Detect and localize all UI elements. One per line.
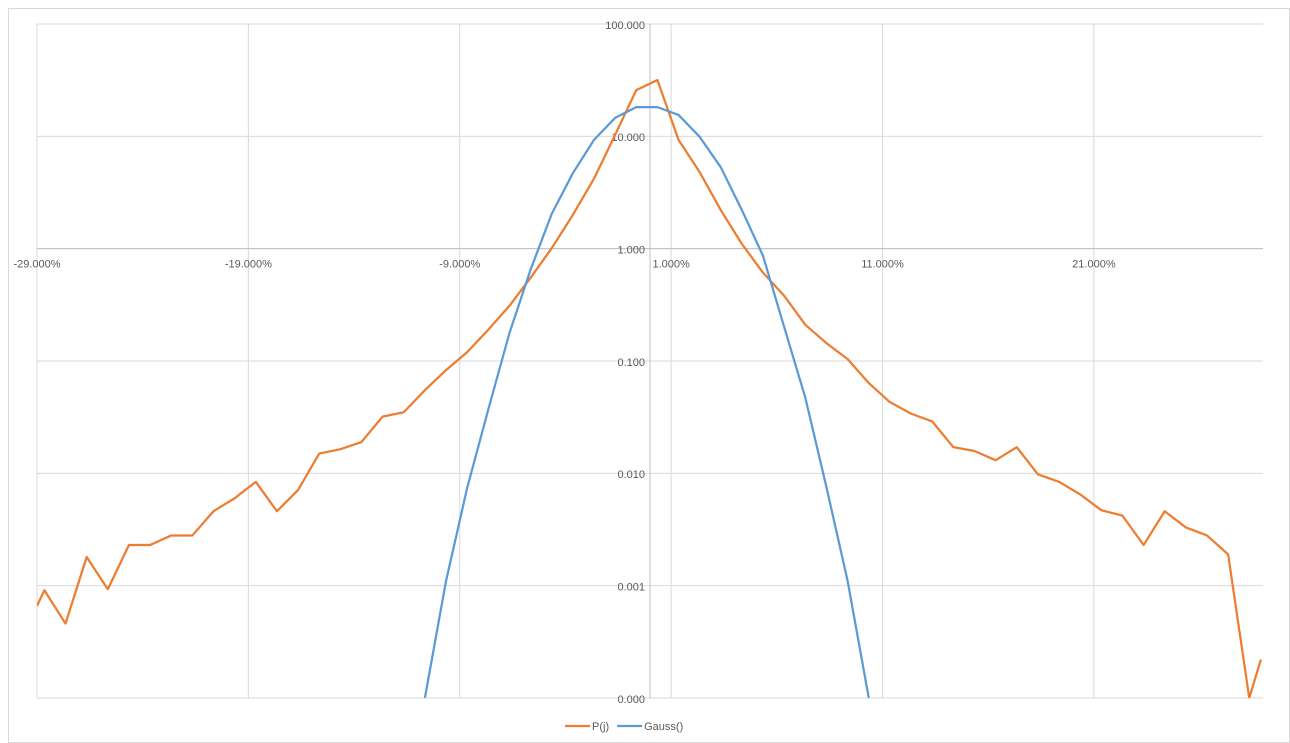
series-line — [423, 105, 870, 698]
x-tick-label: -19.000% — [225, 259, 272, 271]
x-tick-label: 21.000% — [1072, 259, 1116, 271]
y-tick-label: 0.001 — [617, 582, 645, 594]
y-tick-label: 100.000 — [605, 20, 645, 32]
legend-label: P(j) — [592, 721, 609, 733]
x-tick-label: 1.000% — [652, 259, 690, 271]
x-tick-label: -29.000% — [13, 259, 60, 271]
y-tick-label: 0.000 — [617, 694, 645, 706]
y-tick-label: 0.010 — [617, 469, 645, 481]
legend-label: Gauss() — [644, 721, 683, 733]
chart-border — [8, 8, 1290, 743]
y-tick-label: 10.000 — [611, 132, 645, 144]
series-line — [37, 78, 1262, 698]
y-tick-label: 0.100 — [617, 357, 645, 369]
y-tick-label: 1.000 — [617, 245, 645, 257]
plot-area — [37, 78, 1262, 698]
x-tick-label: -9.000% — [439, 259, 480, 271]
x-tick-label: 11.000% — [861, 259, 904, 271]
